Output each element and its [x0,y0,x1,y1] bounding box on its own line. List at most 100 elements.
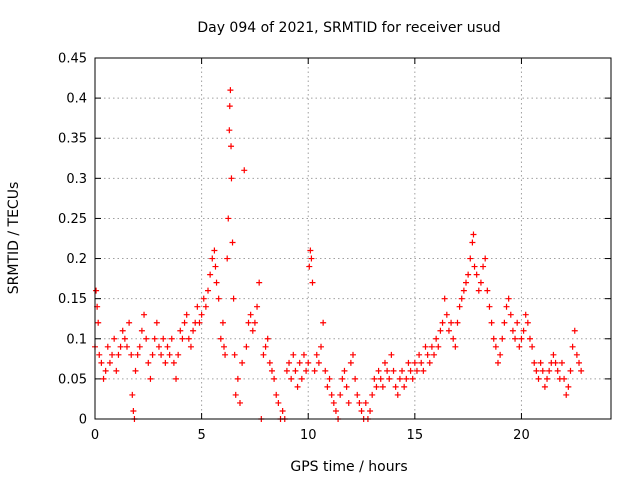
data-point [236,399,243,406]
data-point [569,343,576,350]
data-point [100,375,107,382]
data-point [371,375,378,382]
data-point [198,311,205,318]
data-point [155,343,162,350]
data-point [113,367,120,374]
x-tick-label: 20 [513,428,530,443]
y-tick-label: 0.3 [66,172,87,187]
data-point [484,287,491,294]
data-point [411,359,418,366]
data-point [307,247,314,254]
data-point [499,335,506,342]
y-tick-label: 0.2 [66,252,87,267]
y-tick-label: 0.05 [58,372,87,387]
data-point [399,367,406,374]
data-point [138,327,145,334]
data-point [162,359,169,366]
data-point [115,351,122,358]
data-point [232,391,239,398]
data-point [104,343,111,350]
data-point [337,391,344,398]
data-point [330,399,337,406]
data-point [458,295,465,302]
data-point [431,351,438,358]
data-point [166,351,173,358]
data-point [239,359,246,366]
data-point [448,319,455,326]
data-point [202,303,209,310]
data-point [409,375,416,382]
data-point [213,279,220,286]
data-point [324,383,331,390]
data-point [260,351,267,358]
data-point [211,247,218,254]
data-point [93,287,100,294]
data-point [126,319,133,326]
data-point [227,87,234,94]
data-point [181,319,188,326]
data-point [578,367,585,374]
data-point [405,359,412,366]
data-point [470,231,477,238]
data-point [303,367,310,374]
data-points [92,87,585,422]
data-point [283,367,290,374]
data-point [497,351,504,358]
x-tick-label: 10 [300,428,317,443]
y-tick-label: 0.15 [58,292,87,307]
x-tick-label: 0 [91,428,99,443]
data-point [264,335,271,342]
data-point [552,359,559,366]
data-point [443,311,450,318]
y-tick-label: 0.25 [58,212,87,227]
data-point [183,311,190,318]
data-point [541,383,548,390]
data-point [194,303,201,310]
x-axis-label: GPS time / hours [290,459,407,475]
data-point [465,271,472,278]
data-point [254,303,261,310]
data-point [377,375,384,382]
data-point [288,375,295,382]
data-point [221,343,227,350]
data-point [522,311,529,318]
data-point [439,319,446,326]
data-point [247,311,254,318]
data-point [177,327,184,334]
data-point [226,103,233,110]
data-point [290,351,297,358]
data-point [469,239,476,246]
data-point [326,375,333,382]
data-point [143,335,150,342]
data-point [467,255,474,262]
data-point [356,399,363,406]
data-point [96,351,103,358]
data-point [350,351,356,358]
data-point [228,143,235,150]
data-point [520,327,527,334]
data-point [413,367,420,374]
data-point [226,127,233,134]
data-point [486,303,493,310]
data-point [309,279,316,286]
data-point [558,359,565,366]
data-point [533,367,540,374]
data-point [225,215,232,222]
data-point [98,359,105,366]
data-point [262,343,269,350]
data-point [123,343,130,350]
data-point [454,319,461,326]
data-point [200,295,207,302]
data-point [390,367,397,374]
data-point [518,335,525,342]
data-point [576,359,583,366]
data-point [275,399,282,406]
data-point [145,359,152,366]
data-point [379,383,386,390]
data-point [503,303,510,310]
data-point [345,399,352,406]
data-point [173,375,180,382]
data-point [354,391,361,398]
data-point [456,303,463,310]
